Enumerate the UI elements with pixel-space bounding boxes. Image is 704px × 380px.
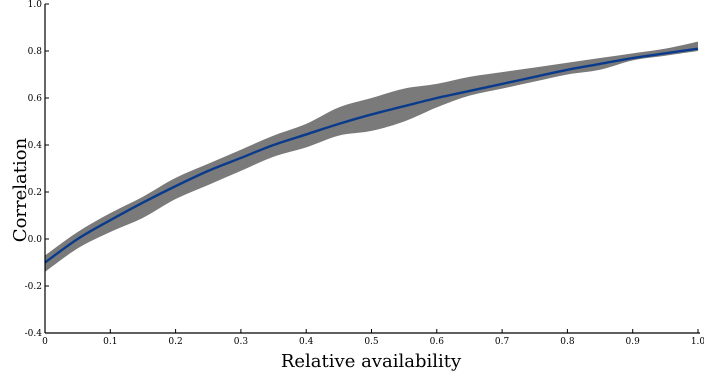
x-tick-label: 1.0 xyxy=(691,337,704,347)
y-tick-label: -0.4 xyxy=(25,329,43,339)
y-axis-title: Correlation xyxy=(10,137,31,242)
confidence-band xyxy=(45,41,698,272)
x-ticks: 0 0.1 0.2 0.3 0.4 0.5 0.6 0.7 0.8 0.9 1.0 xyxy=(42,329,704,347)
x-tick-label: 0.6 xyxy=(430,337,445,347)
confidence-band-layer xyxy=(45,41,698,272)
x-tick-label: 0.2 xyxy=(168,337,182,347)
y-tick-label: -0.2 xyxy=(25,282,42,292)
y-tick-label: 0.2 xyxy=(28,188,42,198)
x-tick-label: 0 xyxy=(42,337,48,347)
trend-line xyxy=(44,47,699,264)
y-tick-label: 0.6 xyxy=(28,94,43,104)
x-tick-label: 0.8 xyxy=(560,337,575,347)
y-tick-label: 0.0 xyxy=(28,235,43,245)
y-ticks: -0.4 -0.2 0.0 0.2 0.4 0.6 0.8 1.0 xyxy=(25,0,49,339)
y-tick-label: 1.0 xyxy=(28,0,43,10)
axes xyxy=(44,4,700,334)
x-tick-label: 0.7 xyxy=(495,337,510,347)
x-tick-label: 0.4 xyxy=(299,337,314,347)
x-tick-label: 0.3 xyxy=(234,337,249,347)
x-tick-label: 0.9 xyxy=(626,337,641,347)
y-tick-label: 0.4 xyxy=(28,141,43,151)
x-tick-label: 0.1 xyxy=(103,337,117,347)
y-tick-label: 0.8 xyxy=(28,47,43,57)
x-axis-title: Relative availability xyxy=(281,351,462,372)
trend-line-layer xyxy=(44,47,699,264)
x-tick-label: 0.5 xyxy=(364,337,379,347)
